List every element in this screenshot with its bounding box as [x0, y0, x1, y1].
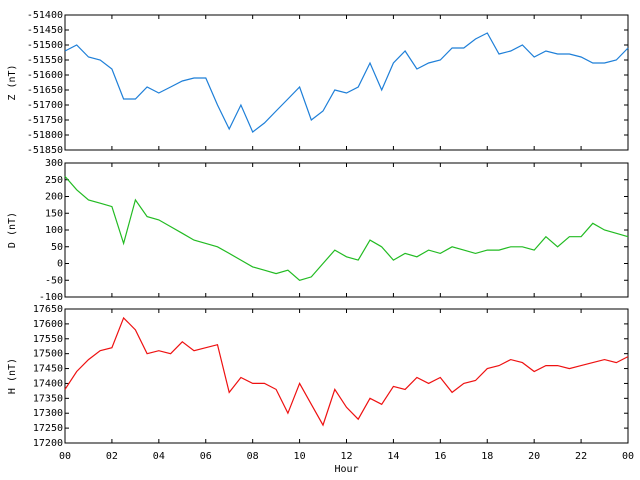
plot-frame — [64, 14, 629, 151]
y-axis-label: Z (nT) — [7, 64, 18, 100]
x-tick-label: 04 — [153, 451, 165, 462]
x-tick-label: 20 — [528, 451, 540, 462]
y-tick-label: 250 — [45, 175, 63, 186]
y-tick-label: 150 — [45, 208, 63, 219]
y-axis-label: H (nT) — [7, 358, 18, 394]
y-tick-label: 17250 — [33, 423, 63, 434]
y-tick-label: 17650 — [33, 304, 63, 315]
y-tick-label: 0 — [57, 259, 63, 270]
data-line — [64, 316, 629, 427]
x-tick-label: 06 — [200, 451, 212, 462]
x-tick-label: 18 — [481, 451, 493, 462]
y-tick-label: 100 — [45, 225, 63, 236]
y-tick-label: 17500 — [33, 349, 63, 360]
y-tick-label: 17450 — [33, 364, 63, 375]
x-tick-label: 12 — [340, 451, 352, 462]
y-tick-label: 50 — [51, 242, 63, 253]
x-tick-label: 08 — [247, 451, 259, 462]
y-tick-label: 17400 — [33, 378, 63, 389]
data-line — [64, 176, 629, 281]
data-line — [64, 32, 629, 133]
y-tick-label: -51850 — [27, 145, 63, 156]
x-tick-label: 14 — [387, 451, 399, 462]
y-tick-label: -51600 — [27, 70, 63, 81]
y-axis-label: D (nT) — [7, 212, 18, 248]
y-tick-label: 17300 — [33, 408, 63, 419]
y-tick-label: -51650 — [27, 85, 63, 96]
x-tick-label: 16 — [434, 451, 446, 462]
x-tick-label: 10 — [294, 451, 306, 462]
y-tick-label: 17600 — [33, 319, 63, 330]
y-tick-label: -51500 — [27, 40, 63, 51]
y-tick-label: -50 — [45, 275, 63, 286]
x-tick-label: 02 — [106, 451, 118, 462]
y-tick-label: -51550 — [27, 55, 63, 66]
y-tick-label: 200 — [45, 192, 63, 203]
y-tick-label: -51800 — [27, 130, 63, 141]
y-tick-label: -51400 — [27, 10, 63, 21]
x-tick-label: 00 — [622, 451, 634, 462]
x-tick-label: 22 — [575, 451, 587, 462]
plot-frame — [64, 308, 629, 444]
y-tick-label: -100 — [39, 292, 63, 303]
x-tick-label: 00 — [59, 451, 71, 462]
x-axis-label: Hour — [334, 464, 358, 475]
plot-frame — [64, 162, 629, 298]
y-tick-label: -51450 — [27, 25, 63, 36]
y-tick-label: 17550 — [33, 334, 63, 345]
y-tick-label: -51700 — [27, 100, 63, 111]
y-tick-label: 17200 — [33, 438, 63, 449]
y-tick-label: -51750 — [27, 115, 63, 126]
y-tick-label: 300 — [45, 158, 63, 169]
y-tick-label: 17350 — [33, 393, 63, 404]
